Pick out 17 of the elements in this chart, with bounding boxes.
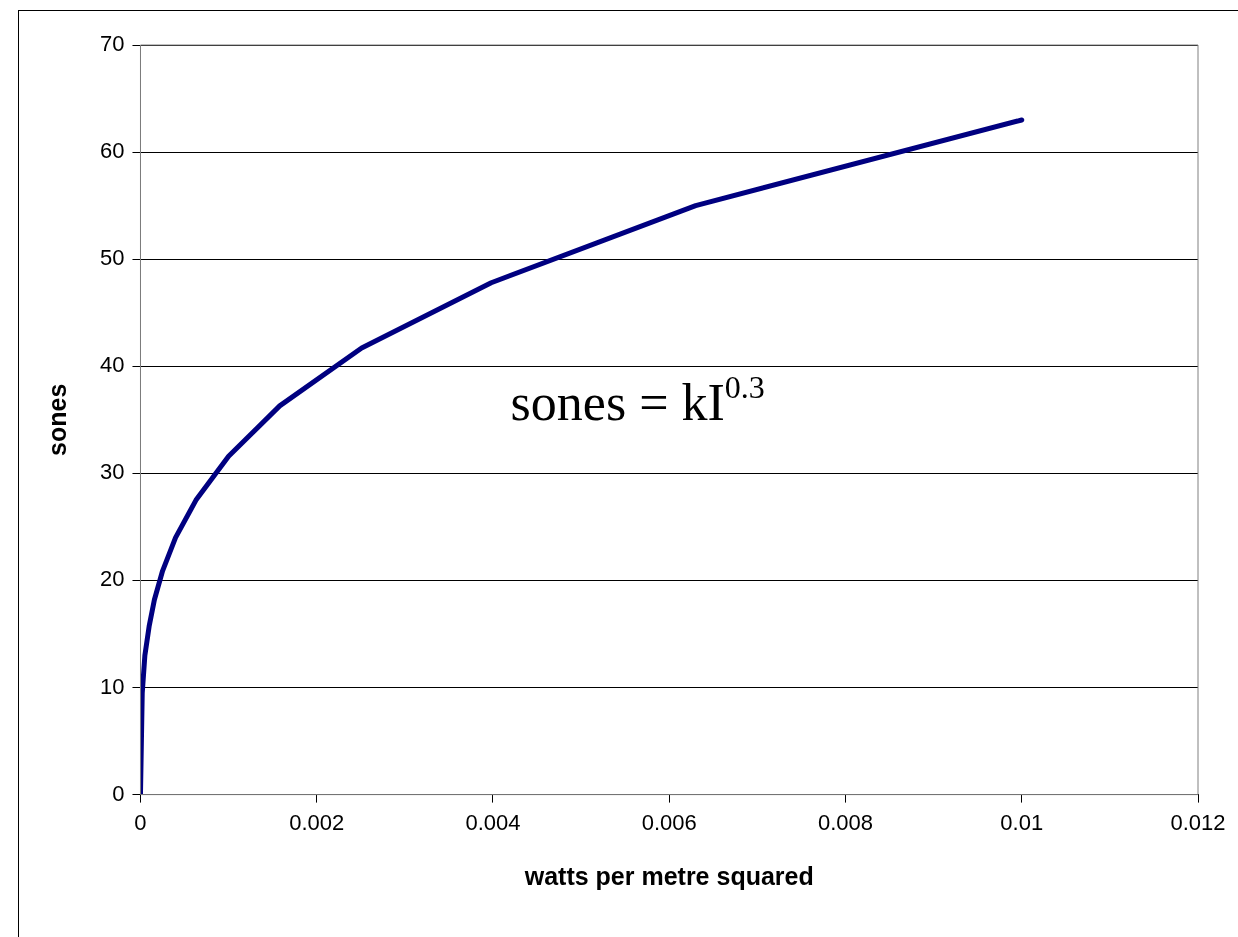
y-tick-label: 50 (99, 245, 125, 271)
x-tick-label: 0.01 (1000, 809, 1044, 835)
y-tick-label: 70 (99, 31, 125, 57)
y-tick-label: 40 (99, 352, 125, 378)
y-tick-label: 60 (99, 138, 125, 164)
y-tick-label: 0 (112, 780, 125, 806)
x-tick-label: 0.004 (465, 809, 521, 835)
y-axis-title: sones (42, 383, 71, 456)
y-tick-label: 30 (99, 459, 125, 485)
y-tick-label: 10 (99, 673, 125, 699)
x-axis-title: watts per metre squared (523, 861, 814, 890)
x-tick-label: 0.008 (817, 809, 874, 835)
y-tick-label: 20 (99, 566, 125, 592)
x-tick-label: 0.002 (289, 809, 345, 835)
x-tick-label: 0 (134, 809, 147, 835)
x-tick-label: 0.012 (1170, 809, 1226, 835)
x-tick-label: 0.006 (641, 809, 697, 835)
